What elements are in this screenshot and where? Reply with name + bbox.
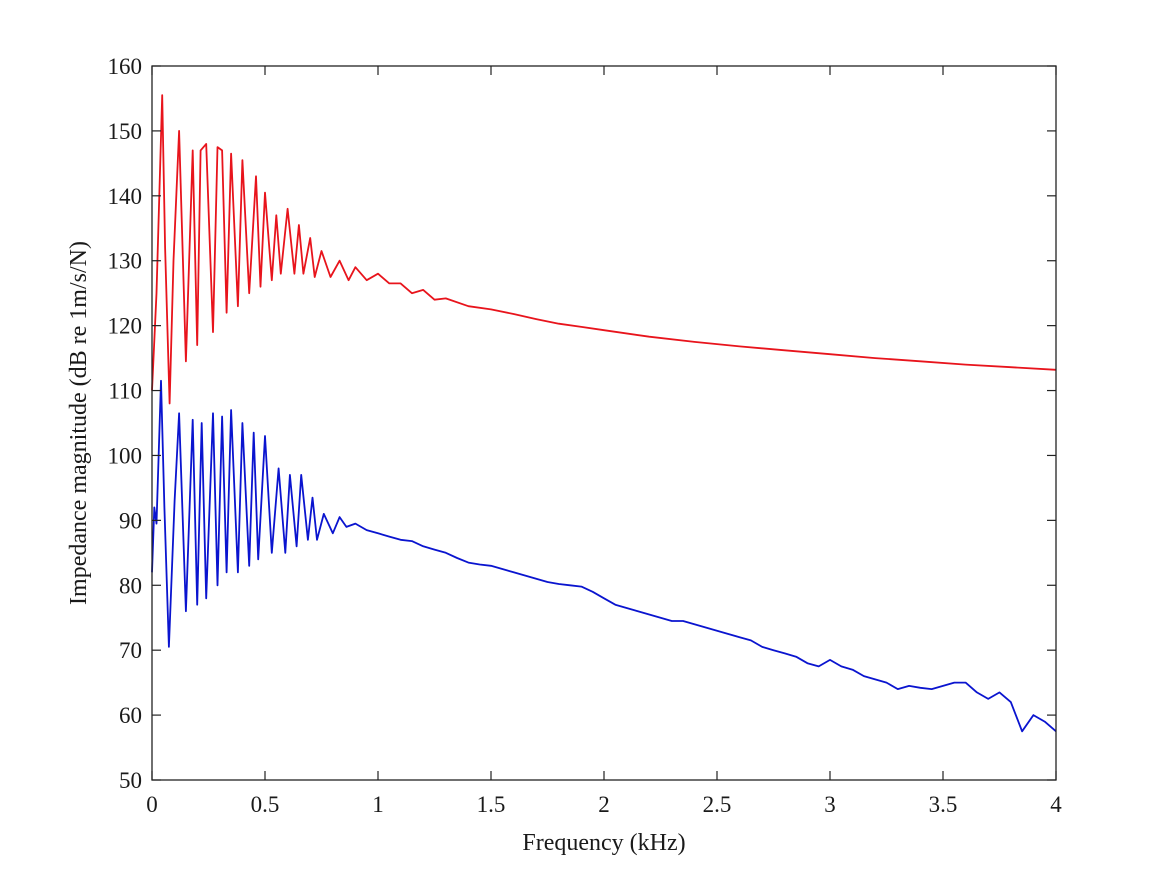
y-tick-label: 90	[119, 508, 142, 533]
x-tick-label: 0	[146, 792, 158, 817]
x-tick-label: 1	[372, 792, 384, 817]
x-tick-label: 2.5	[703, 792, 732, 817]
x-tick-label: 4	[1050, 792, 1062, 817]
axes-frame	[151, 65, 1057, 781]
x-tick-label: 3.5	[929, 792, 958, 817]
plot-layer	[151, 94, 1057, 733]
x-tick-label: 0.5	[251, 792, 280, 817]
y-tick-label: 130	[108, 249, 143, 274]
series-line-blue-curve	[151, 379, 1057, 733]
y-tick-label: 160	[108, 54, 143, 79]
x-axis-label: Frequency (kHz)	[522, 830, 685, 856]
series-line-red-curve	[151, 94, 1057, 405]
y-axis-label: Impedance magnitude (dB re 1m/s/N)	[66, 241, 92, 605]
y-tick-label: 100	[108, 443, 143, 468]
y-tick-label: 150	[108, 119, 143, 144]
y-axis: 50 60 70 80 90 100 110 120 130 140 150 160	[108, 54, 1056, 793]
x-tick-label: 3	[824, 792, 836, 817]
y-tick-label: 140	[108, 184, 143, 209]
x-tick-label: 1.5	[477, 792, 506, 817]
y-tick-label: 120	[108, 314, 143, 339]
y-tick-label: 110	[108, 379, 142, 404]
x-axis: 0 0.5 1 1.5 2 2.5 3 3.5 4	[146, 66, 1062, 817]
y-tick-label: 50	[119, 768, 142, 793]
y-tick-label: 70	[119, 638, 142, 663]
y-tick-label: 60	[119, 703, 142, 728]
y-tick-label: 80	[119, 573, 142, 598]
x-tick-label: 2	[598, 792, 610, 817]
